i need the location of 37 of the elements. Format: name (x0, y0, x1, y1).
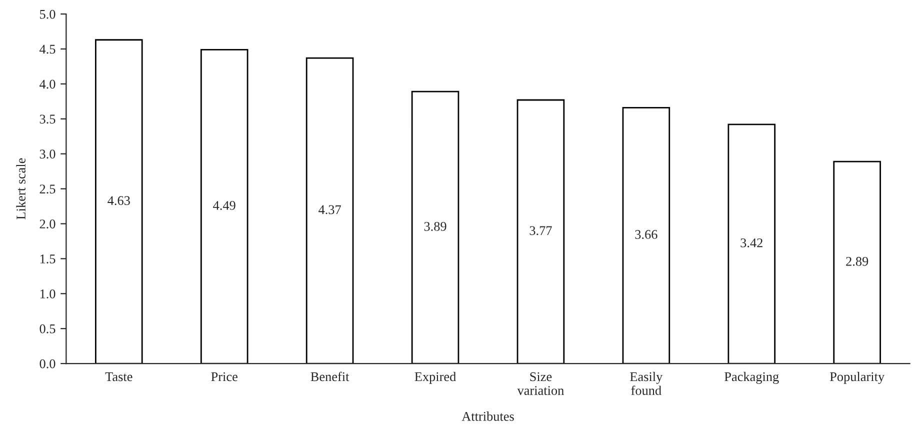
x-tick-label: Price (211, 372, 238, 382)
y-tick-label: 0.5 (40, 324, 56, 334)
bar (95, 39, 143, 364)
y-tick-label: 2.0 (40, 220, 56, 228)
x-tick-label: Popularity (830, 372, 885, 384)
bar (306, 57, 354, 364)
data-label: 3.77 (530, 226, 552, 236)
data-label: 3.89 (424, 222, 446, 231)
bar (728, 124, 776, 364)
x-axis-title: Attributes (462, 412, 514, 421)
bar (516, 99, 565, 364)
data-label: 3.66 (635, 230, 658, 239)
y-tick-label: 2.5 (40, 184, 56, 194)
y-tick-label: 5.0 (40, 10, 56, 19)
x-tick-label: Benefit (310, 372, 350, 382)
y-tick-label: 1.0 (40, 289, 56, 298)
y-tick-label: 3.5 (40, 114, 56, 124)
x-tick-label: Taste (105, 372, 132, 382)
y-tick-label: 4.5 (40, 44, 56, 54)
x-tick-label: Packaging (724, 372, 779, 384)
bar (622, 106, 670, 364)
x-tick-label: Expired (414, 372, 456, 384)
bar (411, 90, 460, 364)
bar (200, 48, 248, 364)
data-label: 2.89 (846, 256, 868, 266)
data-label: 3.42 (740, 238, 762, 248)
bar (833, 160, 881, 364)
y-tick-label: 3.0 (40, 150, 56, 159)
data-label: 4.37 (318, 205, 341, 214)
y-tick-label: 4.0 (40, 80, 56, 89)
data-label: 4.63 (108, 196, 130, 206)
y-axis-title: Likert scale (16, 158, 26, 220)
y-tick-label: 1.5 (40, 254, 56, 264)
x-tick-label: Size variation (517, 372, 564, 395)
data-label: 4.49 (213, 201, 236, 210)
x-tick-label: Easily found (630, 372, 663, 395)
y-tick-label: 0.0 (40, 359, 56, 368)
